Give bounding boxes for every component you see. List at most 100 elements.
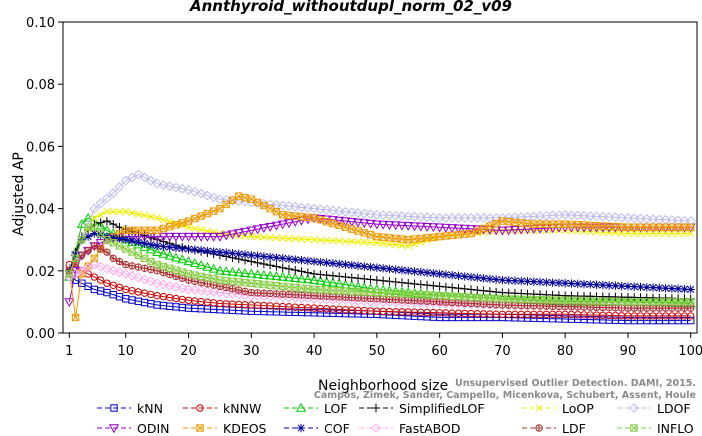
point-ldf-26-plus [223, 284, 230, 291]
point-ldf-60-plus [436, 298, 443, 306]
point-ldf-76-plus [536, 302, 544, 310]
citation-watermark: Unsupervised Outlier Detection. DAMI, 20… [314, 378, 696, 402]
point-kdeos-31-x [254, 198, 262, 206]
point-knnw-5 [90, 273, 99, 281]
point-loop-49 [367, 238, 375, 247]
point-ldf-46-plus [348, 294, 355, 301]
point-cof-26 [222, 248, 231, 257]
point-loop-16 [159, 216, 167, 224]
point-kdeos-64-x [461, 230, 469, 238]
point-kdeos-51-x [379, 233, 387, 241]
point-ldf-54-plus [398, 296, 406, 304]
point-ldof-44 [334, 206, 345, 216]
point-simplifiedlof-55 [404, 279, 413, 288]
point-ldof-50 [371, 209, 382, 220]
point-inflo-3-x [78, 236, 86, 244]
point-cof-13 [140, 239, 149, 248]
point-odin-52 [384, 221, 395, 230]
point-ldf-41-plus [317, 292, 324, 300]
point-lof-43 [327, 277, 338, 287]
point-ldf-55-plus [405, 297, 412, 304]
point-kdeos-79-x [555, 220, 563, 228]
point-kdeos-35-x [279, 211, 287, 219]
legend-marker-inflo-x [630, 424, 638, 432]
point-kdeos-28-x [235, 192, 243, 200]
point-cof-63 [454, 271, 463, 280]
point-ldf-80-plus [561, 303, 569, 310]
point-ldf-36-plus [285, 291, 293, 298]
point-ldf-7-plus [103, 248, 111, 256]
point-ldf-37-plus [292, 291, 299, 298]
point-inflo-41-x [316, 286, 324, 294]
point-simplifiedlof-32 [259, 259, 269, 269]
point-kdeos-82-x [574, 221, 582, 229]
point-inflo-36-x [285, 283, 293, 291]
point-ldf-62-plus [448, 299, 456, 306]
point-simplifiedlof-37 [291, 265, 300, 275]
point-cof-81 [567, 279, 576, 288]
point-kdeos-91-x [630, 223, 638, 231]
point-kdeos-90-x [624, 223, 632, 231]
point-ldf-70-plus [499, 301, 506, 309]
chart-legend: kNN kNNW LOF SimplifiedLOF LoOP LDOF ODIN KDEOS… [95, 400, 695, 436]
point-inflo-54-x [398, 290, 406, 298]
point-odin-74 [522, 225, 533, 235]
point-ldof-54 [397, 211, 407, 221]
point-cof-54 [397, 265, 407, 275]
point-odin-46 [346, 217, 357, 227]
point-odin-24 [208, 232, 219, 242]
point-odin-17 [164, 232, 175, 242]
point-fastabod-13 [139, 274, 150, 285]
point-odin-64 [459, 224, 470, 234]
point-loop-40 [310, 236, 318, 244]
point-knnw-6 [96, 276, 105, 284]
point-cof-83 [579, 279, 589, 289]
legend-marker-lof [295, 402, 307, 412]
point-lof-30 [246, 268, 257, 278]
point-cof-67 [479, 274, 488, 283]
point-inflo-42-x [323, 286, 331, 294]
point-odin-36 [283, 219, 295, 229]
point-cof-59 [429, 269, 438, 278]
point-lof-41 [315, 275, 326, 285]
point-kdeos-38-x [297, 213, 306, 221]
y-tick-label-4: 0.08 [26, 78, 55, 93]
point-odin-37 [290, 217, 301, 227]
point-simplifiedlof-57 [416, 280, 426, 289]
point-kdeos-63-x [454, 231, 463, 239]
point-ldf-24-plus [210, 281, 217, 289]
point-inflo-16-x [159, 262, 167, 270]
point-lof-26 [221, 266, 232, 276]
point-inflo-33-x [266, 281, 274, 289]
point-ldof-20 [183, 185, 194, 195]
point-cof-18 [171, 243, 181, 252]
point-inflo-13-x [141, 254, 149, 262]
point-ldof-85 [591, 211, 602, 222]
point-kdeos-33-x [266, 205, 274, 213]
point-ldf-35-plus [279, 290, 286, 298]
point-lof-27 [227, 266, 238, 276]
point-odin-61 [440, 223, 451, 233]
point-ldof-23 [202, 190, 213, 201]
point-ldof-12 [133, 169, 144, 180]
point-ldof-16 [158, 180, 169, 190]
point-fastabod-25 [215, 287, 225, 298]
point-lof-15 [152, 246, 163, 256]
point-ldf-12-plus [135, 263, 142, 271]
point-cof-61 [441, 270, 451, 279]
point-simplifiedlof-45 [341, 272, 350, 282]
point-lof-39 [302, 274, 313, 284]
point-ldof-57 [415, 212, 426, 222]
point-loop-73 [517, 226, 525, 234]
point-cof-99 [680, 284, 689, 294]
point-kdeos-42-x [323, 218, 331, 226]
point-ldof-59 [428, 212, 439, 223]
point-ldf-56-plus [411, 297, 418, 304]
point-inflo-75-x [530, 296, 538, 304]
point-simplifiedlof-7 [102, 216, 112, 226]
point-fastabod-19 [177, 283, 188, 294]
point-lof-42 [321, 276, 332, 286]
point-ldf-65-plus [467, 300, 475, 307]
point-ldof-11 [127, 172, 137, 183]
point-cof-76 [535, 277, 545, 287]
